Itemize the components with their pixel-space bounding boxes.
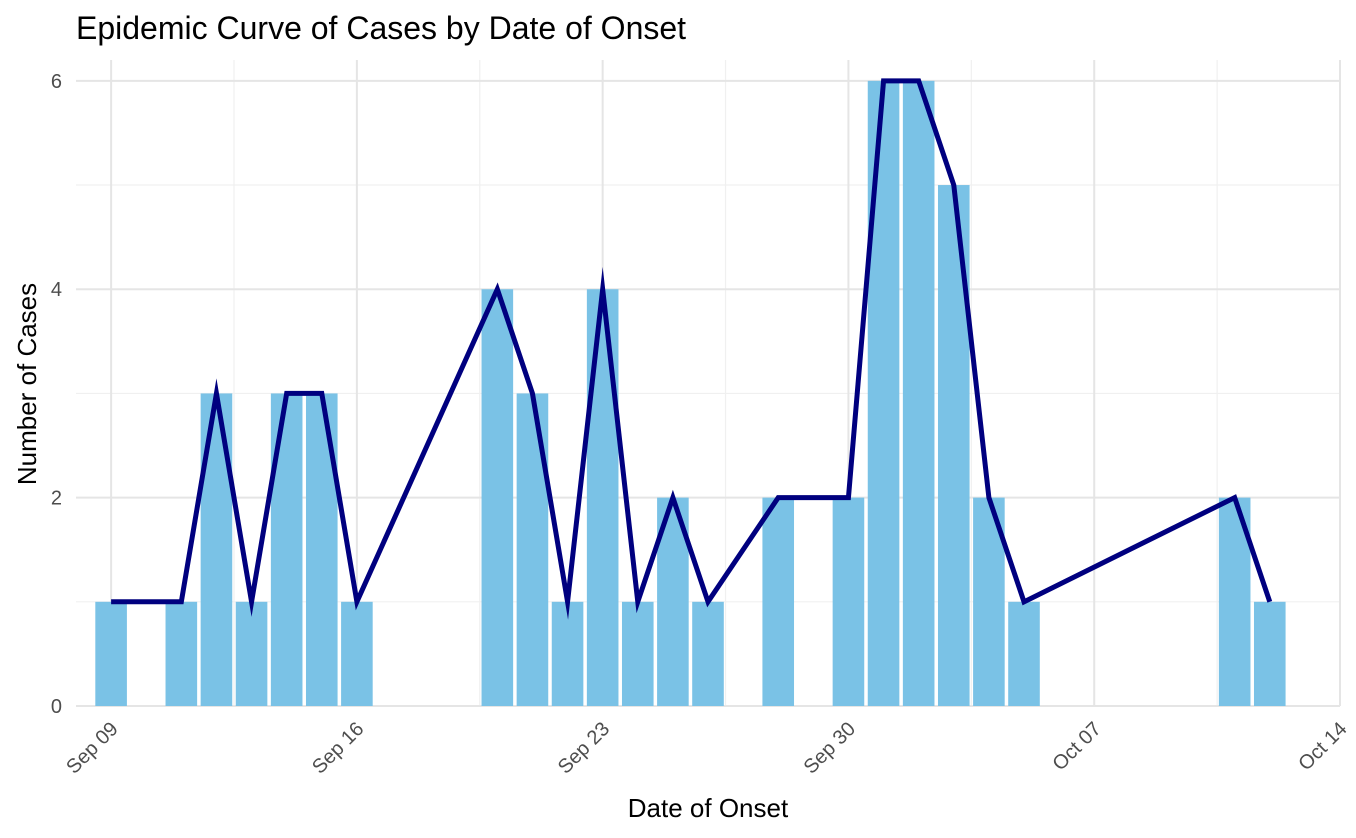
- bar: [270, 393, 303, 706]
- bar: [341, 601, 373, 706]
- bar: [200, 393, 233, 706]
- bar: [516, 393, 549, 706]
- y-tick-labels: 0 2 4 6: [51, 71, 62, 718]
- bars: [95, 80, 1286, 707]
- bar: [305, 393, 338, 706]
- bar: [481, 289, 514, 706]
- bar: [235, 601, 268, 706]
- bar: [1008, 601, 1040, 706]
- bar: [165, 601, 198, 706]
- bar: [902, 80, 935, 707]
- y-tick-label: 0: [51, 696, 62, 718]
- bar: [1253, 601, 1286, 706]
- y-tick-label: 4: [51, 279, 62, 301]
- x-axis-title: Date of Onset: [628, 793, 789, 823]
- chart-title: Epidemic Curve of Cases by Date of Onset: [76, 10, 686, 46]
- bar: [832, 497, 865, 706]
- bar: [621, 601, 654, 706]
- bar: [762, 497, 795, 706]
- bar: [692, 601, 724, 706]
- bar: [95, 601, 127, 706]
- y-tick-label: 6: [51, 71, 62, 93]
- bar: [586, 289, 619, 706]
- bar: [867, 80, 900, 707]
- trend-line-layer: [111, 78, 1273, 620]
- y-tick-label: 2: [51, 488, 62, 510]
- trend-line: [111, 78, 1273, 620]
- y-axis-title: Number of Cases: [12, 283, 42, 485]
- bar: [551, 601, 584, 706]
